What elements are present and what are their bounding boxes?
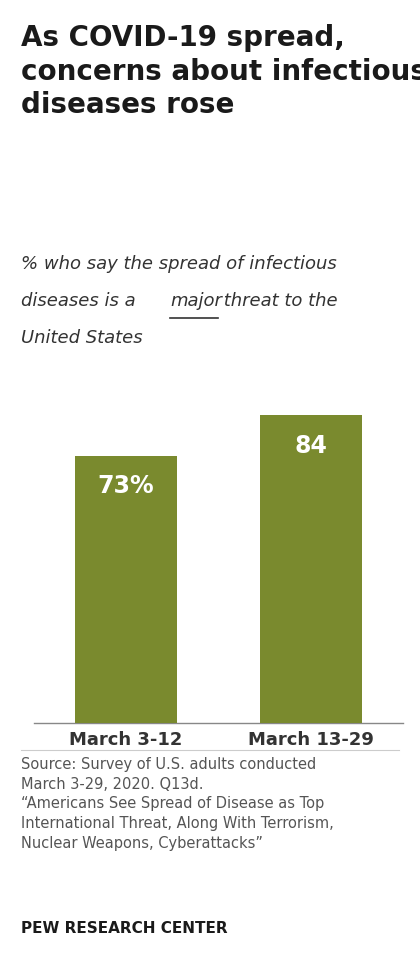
Text: diseases is a: diseases is a [21, 292, 142, 310]
Text: Source: Survey of U.S. adults conducted
March 3-29, 2020. Q13d.
“Americans See S: Source: Survey of U.S. adults conducted … [21, 757, 334, 851]
Text: 73%: 73% [98, 474, 154, 497]
Text: threat to the: threat to the [218, 292, 338, 310]
Text: % who say the spread of infectious: % who say the spread of infectious [21, 255, 337, 274]
Text: As COVID-19 spread,
concerns about infectious
diseases rose: As COVID-19 spread, concerns about infec… [21, 24, 420, 120]
Bar [75, 456, 177, 723]
Text: United States: United States [21, 329, 143, 347]
Text: 84: 84 [294, 434, 327, 458]
Text: major: major [170, 292, 222, 310]
Text: PEW RESEARCH CENTER: PEW RESEARCH CENTER [21, 921, 228, 936]
Bar [260, 415, 362, 723]
